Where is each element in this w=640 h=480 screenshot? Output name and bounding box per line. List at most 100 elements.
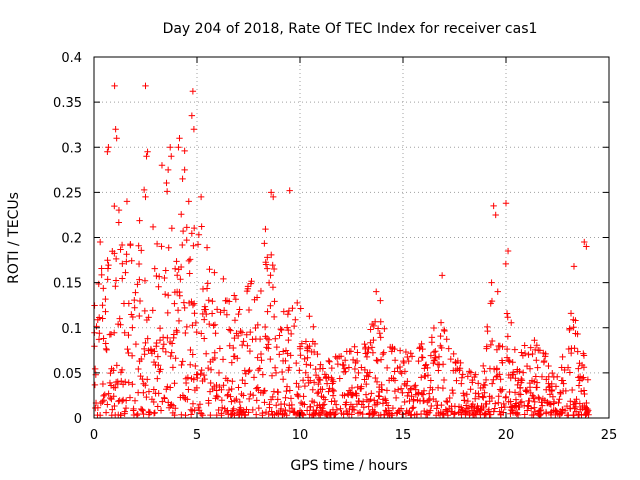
data-point bbox=[255, 366, 262, 374]
data-point bbox=[419, 354, 426, 361]
data-point bbox=[502, 393, 510, 401]
data-point bbox=[323, 380, 331, 387]
data-point bbox=[104, 265, 112, 272]
data-point bbox=[164, 334, 171, 342]
data-point bbox=[156, 336, 164, 344]
data-point bbox=[297, 305, 304, 312]
data-point bbox=[278, 368, 286, 376]
data-point bbox=[193, 328, 200, 336]
data-point bbox=[182, 379, 190, 387]
data-point bbox=[383, 387, 391, 394]
data-point bbox=[231, 292, 238, 299]
data-point bbox=[438, 401, 445, 409]
data-point bbox=[518, 349, 525, 356]
data-point bbox=[195, 231, 203, 238]
data-point bbox=[396, 363, 404, 371]
data-point bbox=[267, 302, 274, 309]
data-point bbox=[285, 326, 292, 334]
data-point bbox=[289, 305, 296, 312]
data-point bbox=[503, 345, 511, 353]
data-point bbox=[472, 411, 480, 419]
data-point bbox=[451, 410, 458, 417]
data-point bbox=[397, 405, 405, 412]
data-point bbox=[244, 342, 251, 350]
data-point bbox=[246, 367, 253, 374]
data-point bbox=[464, 397, 472, 405]
data-point bbox=[297, 399, 305, 407]
data-point bbox=[341, 392, 348, 399]
data-points bbox=[91, 82, 592, 419]
data-point bbox=[510, 369, 517, 376]
data-point bbox=[258, 357, 265, 364]
data-point bbox=[261, 240, 268, 247]
data-point bbox=[213, 392, 220, 400]
data-point bbox=[373, 288, 380, 295]
data-point bbox=[231, 317, 239, 324]
data-point bbox=[142, 382, 149, 389]
data-point bbox=[367, 395, 374, 403]
data-point bbox=[558, 409, 565, 417]
data-point bbox=[282, 357, 289, 365]
data-point bbox=[104, 148, 111, 155]
data-point bbox=[198, 223, 205, 230]
data-point bbox=[218, 397, 226, 404]
data-point bbox=[353, 357, 361, 365]
data-point bbox=[422, 361, 430, 368]
data-point bbox=[475, 380, 482, 387]
data-point bbox=[131, 296, 138, 304]
data-point bbox=[303, 407, 311, 414]
data-point bbox=[167, 384, 174, 391]
data-point bbox=[199, 285, 207, 293]
data-point bbox=[268, 251, 275, 259]
data-point bbox=[128, 257, 135, 264]
data-point bbox=[332, 401, 340, 408]
data-point bbox=[150, 410, 158, 417]
data-point bbox=[192, 362, 199, 370]
data-point bbox=[138, 247, 145, 254]
data-point bbox=[91, 365, 99, 373]
data-point bbox=[527, 344, 534, 351]
data-point bbox=[415, 389, 422, 396]
data-point bbox=[177, 263, 185, 271]
y-tick-label: 0.35 bbox=[53, 96, 82, 111]
data-point bbox=[272, 335, 279, 342]
data-point bbox=[168, 349, 175, 356]
data-point bbox=[310, 348, 318, 356]
data-point bbox=[319, 386, 326, 393]
x-axis-title: GPS time / hours bbox=[290, 458, 407, 474]
data-point bbox=[440, 376, 448, 384]
data-point bbox=[511, 346, 519, 353]
data-point bbox=[329, 386, 336, 394]
data-point bbox=[284, 311, 292, 318]
data-point bbox=[517, 384, 524, 391]
data-point bbox=[424, 372, 432, 379]
data-point bbox=[215, 406, 222, 414]
data-point bbox=[418, 340, 425, 348]
data-point bbox=[445, 345, 452, 352]
data-point bbox=[117, 412, 125, 419]
data-point bbox=[192, 319, 200, 327]
data-point bbox=[511, 389, 519, 396]
data-point bbox=[529, 350, 536, 358]
data-point bbox=[122, 378, 129, 386]
data-point bbox=[261, 387, 268, 394]
data-point bbox=[443, 397, 450, 405]
data-point bbox=[205, 296, 212, 304]
data-point bbox=[500, 409, 507, 416]
data-point bbox=[233, 395, 240, 403]
data-point bbox=[96, 314, 103, 321]
data-point bbox=[165, 244, 172, 251]
data-point bbox=[229, 378, 236, 385]
data-point bbox=[163, 179, 170, 187]
data-point bbox=[204, 280, 211, 287]
data-point bbox=[252, 411, 260, 418]
data-point bbox=[140, 186, 148, 194]
data-point bbox=[100, 397, 108, 404]
data-point bbox=[302, 338, 310, 345]
data-point bbox=[353, 392, 360, 399]
data-point bbox=[117, 246, 124, 253]
data-point bbox=[450, 411, 458, 418]
data-point bbox=[113, 362, 121, 369]
data-point bbox=[141, 351, 148, 358]
data-point bbox=[189, 88, 197, 95]
